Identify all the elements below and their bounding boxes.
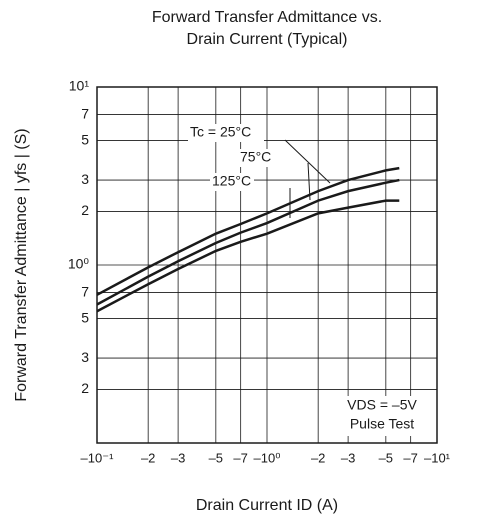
series-label: Tc = 25°C xyxy=(190,124,251,140)
chart-title: Drain Current (Typical) xyxy=(187,31,348,48)
leader-line xyxy=(307,162,311,201)
plot-frame xyxy=(96,86,438,444)
y-tick-label: 10¹ xyxy=(69,78,90,94)
x-tick-label: –7 xyxy=(233,450,247,465)
series-line xyxy=(96,166,400,296)
y-tick-label: 2 xyxy=(81,380,89,396)
x-tick-label: –3 xyxy=(171,450,185,465)
y-tick-label: 10⁰ xyxy=(68,256,90,272)
y-tick-label: 5 xyxy=(81,309,89,325)
x-tick-label: –2 xyxy=(141,450,155,465)
series-line xyxy=(96,199,400,313)
annotation: Pulse Test xyxy=(350,416,414,432)
y-tick-label: 3 xyxy=(81,171,89,187)
y-tick-label: 2 xyxy=(81,202,89,218)
x-tick-label: –5 xyxy=(379,450,393,465)
series-line xyxy=(96,178,400,306)
annotation: VDS = –5V xyxy=(347,397,417,413)
leader-line xyxy=(284,139,331,184)
y-tick-label: 7 xyxy=(81,283,89,299)
x-tick-label: –7 xyxy=(403,450,417,465)
x-tick-label: –10⁰ xyxy=(254,450,281,465)
x-tick-label: –3 xyxy=(341,450,355,465)
x-axis-label: Drain Current ID (A) xyxy=(196,497,338,514)
y-tick-label: 7 xyxy=(81,105,89,121)
annotation-box xyxy=(328,396,434,436)
x-tick-label: –5 xyxy=(209,450,223,465)
x-tick-label: –2 xyxy=(311,450,325,465)
y-axis-label: Forward Transfer Admittance | yfs | (S) xyxy=(13,128,30,401)
label-bg xyxy=(188,124,264,142)
y-tick-label: 3 xyxy=(81,349,89,365)
x-tick-label: –10⁻¹ xyxy=(81,450,115,465)
chart-title: Forward Transfer Admittance vs. xyxy=(152,9,382,26)
series-label: 125°C xyxy=(212,173,251,189)
series-label: 75°C xyxy=(240,149,271,165)
label-bg xyxy=(238,149,274,167)
x-tick-label: –10¹ xyxy=(424,450,451,465)
label-bg xyxy=(210,173,254,191)
y-tick-label: 5 xyxy=(81,131,89,147)
